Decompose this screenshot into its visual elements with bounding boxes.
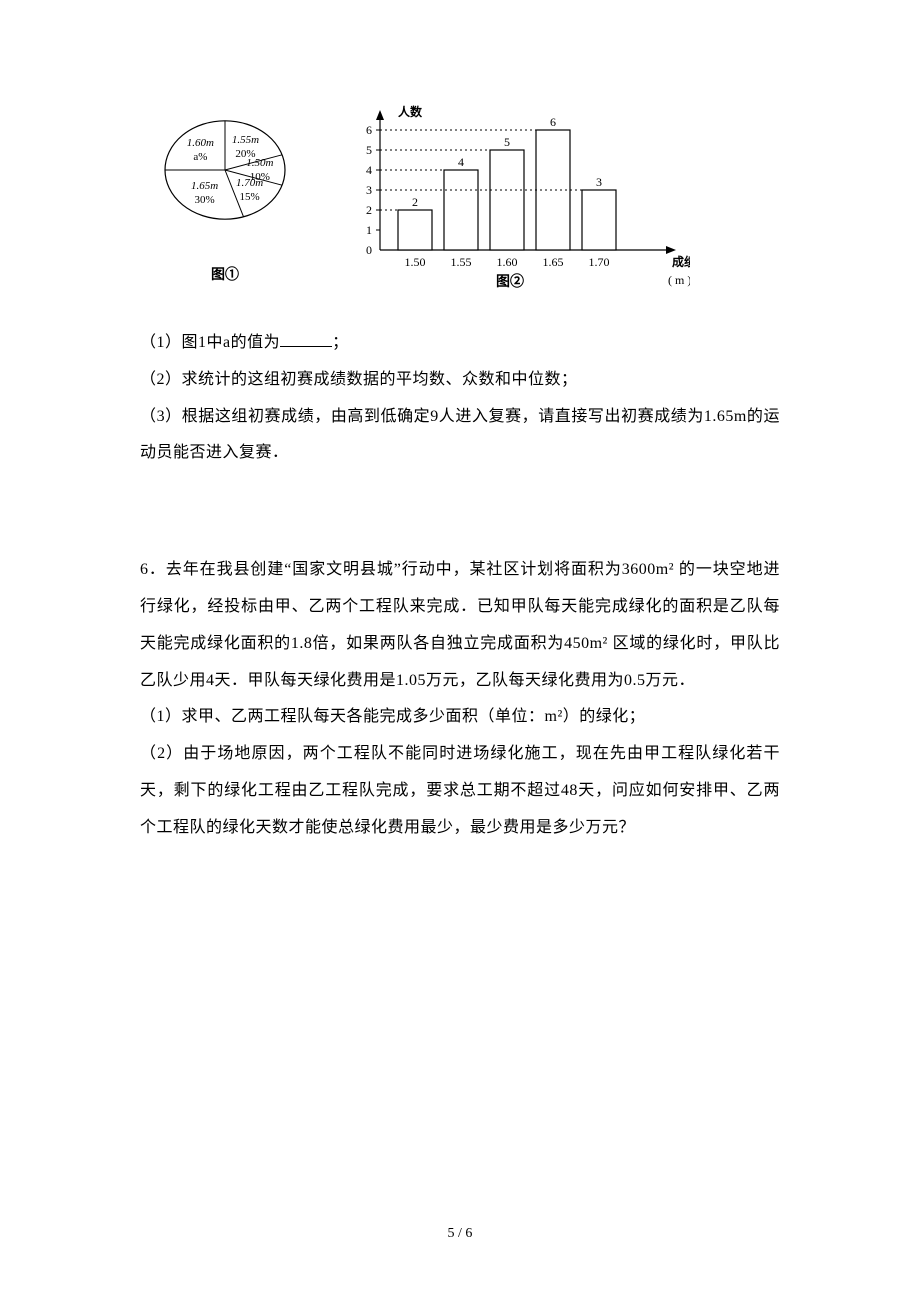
charts-row: 1.55m20%1.50m10%1.70m15%1.65m30%1.60ma% …	[140, 100, 780, 305]
pie-caption: 图①	[140, 264, 310, 284]
svg-text:1.50m: 1.50m	[246, 157, 273, 169]
svg-text:1.50: 1.50	[405, 255, 426, 269]
svg-text:成绩: 成绩	[672, 254, 690, 269]
svg-text:4: 4	[366, 163, 372, 177]
svg-text:3: 3	[596, 175, 602, 189]
blank-a	[280, 346, 332, 347]
svg-text:5: 5	[504, 135, 510, 149]
svg-text:1.55m: 1.55m	[232, 134, 259, 146]
svg-text:4: 4	[458, 155, 464, 169]
pie-svg: 1.55m20%1.50m10%1.70m15%1.65m30%1.60ma%	[140, 100, 310, 255]
svg-text:5: 5	[366, 143, 372, 157]
svg-text:1.55: 1.55	[451, 255, 472, 269]
q6-block: 6．去年在我县创建“国家文明县城”行动中，某社区计划将面积为3600m² 的一块…	[140, 552, 780, 846]
svg-text:3: 3	[366, 183, 372, 197]
svg-text:( m ): ( m )	[668, 273, 690, 287]
svg-text:1.65m: 1.65m	[191, 180, 218, 192]
q6-p2: （1）求甲、乙两工程队每天各能完成多少面积（单位：m²）的绿化；	[140, 699, 780, 736]
svg-text:2: 2	[412, 195, 418, 209]
svg-text:30%: 30%	[194, 194, 214, 206]
q5-line3: （3）根据这组初赛成绩，由高到低确定9人进入复赛，请直接写出初赛成绩为1.65m…	[140, 399, 780, 473]
svg-text:图②: 图②	[496, 273, 524, 290]
svg-text:15%: 15%	[240, 191, 260, 203]
svg-text:6: 6	[550, 115, 556, 129]
svg-text:1.65: 1.65	[543, 255, 564, 269]
bar-svg: 人数 0 1 2 3 4 5 6 2 1.50 4 1.55 5 1.60 6 1.65 3 1.70 成绩 ( m …	[330, 100, 690, 300]
q5-line2: （2）求统计的这组初赛成绩数据的平均数、众数和中位数；	[140, 362, 780, 399]
q6-p3: （2）由于场地原因，两个工程队不能同时进场绿化施工，现在先由甲工程队绿化若干天，…	[140, 736, 780, 846]
q5-line1b: ；	[332, 334, 349, 351]
page-footer: 5 / 6	[0, 1226, 920, 1242]
svg-text:0: 0	[366, 243, 372, 257]
svg-text:1.60m: 1.60m	[187, 137, 214, 149]
svg-text:a%: a%	[193, 151, 207, 163]
svg-text:1.70: 1.70	[589, 255, 610, 269]
pie-chart: 1.55m20%1.50m10%1.70m15%1.65m30%1.60ma% …	[140, 100, 310, 284]
svg-text:人数: 人数	[398, 104, 423, 119]
svg-text:1.60: 1.60	[497, 255, 518, 269]
svg-text:6: 6	[366, 123, 372, 137]
svg-text:1.70m: 1.70m	[236, 177, 263, 189]
q6-p1: 6．去年在我县创建“国家文明县城”行动中，某社区计划将面积为3600m² 的一块…	[140, 552, 780, 699]
q5-line1: （1）图1中a的值为 ；	[140, 325, 780, 362]
bar-chart: 人数 0 1 2 3 4 5 6 2 1.50 4 1.55 5 1.60 6 1.65 3 1.70 成绩 ( m …	[330, 100, 690, 305]
svg-text:1: 1	[366, 223, 372, 237]
svg-text:2: 2	[366, 203, 372, 217]
q5-line1a: （1）图1中a的值为	[140, 334, 280, 351]
